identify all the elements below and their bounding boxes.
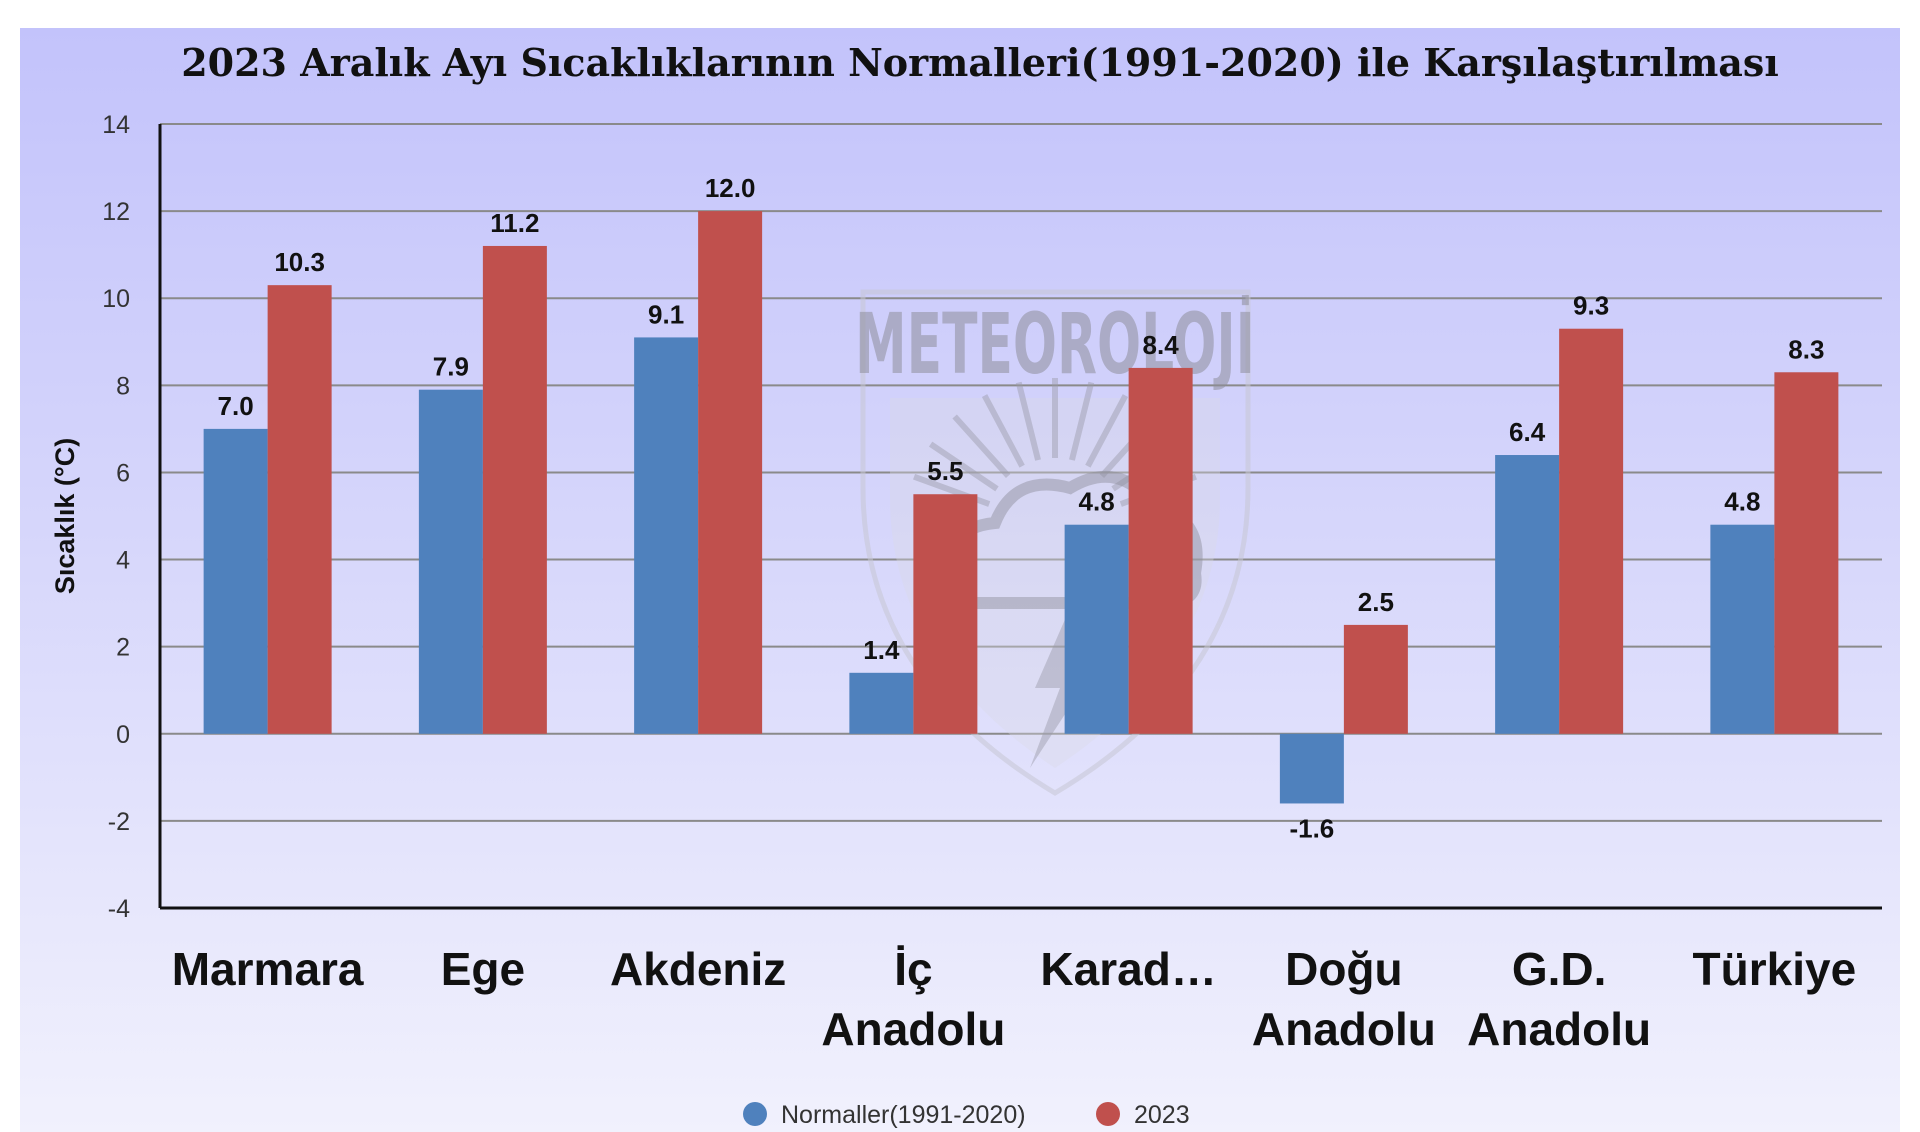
watermark-sun-ray — [1085, 394, 1129, 468]
legend-marker — [743, 1102, 767, 1126]
data-label: 4.8 — [1079, 487, 1115, 517]
chart: 2023 Aralık Ayı Sıcaklıklarının Normalle… — [50, 40, 1882, 1129]
data-label: 9.1 — [648, 299, 684, 329]
bar — [1064, 524, 1129, 734]
legend: Normaller(1991-2020) 2023 — [743, 1101, 1190, 1129]
data-label: 8.3 — [1788, 334, 1824, 364]
bar — [482, 245, 547, 734]
data-labels: 7.0 7.9 9.1 1.4 4.8 -1.6 6.4 4.8 10.3 11.2 12.0 5.5… — [218, 173, 1825, 843]
data-label: 12.0 — [705, 173, 756, 203]
y-tick-label: 0 — [116, 721, 130, 749]
watermark-sun-ray — [981, 394, 1025, 468]
y-tick-label: 8 — [116, 372, 130, 400]
y-tick-label: 4 — [116, 547, 130, 575]
x-category-label: Doğu Anadolu — [1252, 943, 1436, 1055]
bar — [849, 672, 914, 734]
bar — [1128, 367, 1193, 734]
watermark-sun-ray — [952, 414, 1011, 478]
y-tick-label: 2 — [116, 634, 130, 662]
y-tick-label: -2 — [108, 808, 130, 836]
x-category-label: İç Anadolu — [821, 943, 1005, 1055]
bar — [1343, 624, 1408, 734]
watermark-sun-ray — [928, 441, 999, 492]
bar — [1495, 455, 1560, 734]
watermark-text: METEOROLOJİ — [855, 295, 1255, 393]
bar — [267, 285, 332, 734]
data-label: 6.4 — [1509, 417, 1546, 447]
x-category-label: Ege — [441, 943, 525, 995]
watermark-lightning — [1030, 608, 1095, 768]
watermark-sun-ray — [1015, 381, 1041, 461]
axes — [158, 124, 1882, 910]
data-label: 8.4 — [1143, 330, 1180, 360]
y-tick-label: -4 — [108, 895, 130, 923]
bar — [1710, 524, 1775, 734]
y-tick-label: 14 — [102, 111, 130, 139]
y-tick-label: 12 — [102, 198, 130, 226]
chart-panel: 2023 Aralık Ayı Sıcaklıklarının Normalle… — [20, 28, 1900, 1132]
y-tick-label: 10 — [102, 285, 130, 313]
legend-label: 2023 — [1134, 1101, 1190, 1129]
y-tick-label: 6 — [116, 459, 130, 487]
data-label: 7.9 — [433, 352, 469, 382]
x-category-label: Marmara — [172, 943, 364, 995]
bar — [698, 211, 763, 734]
bar — [1774, 372, 1839, 734]
bar — [418, 389, 483, 734]
bar — [913, 494, 978, 734]
data-label: 9.3 — [1573, 291, 1609, 321]
data-label: -1.6 — [1289, 813, 1334, 843]
data-label: 7.0 — [218, 391, 254, 421]
watermark-shield — [860, 289, 1251, 796]
x-axis-categories: Marmara Ege Akdeniz İç Anadolu Karad… Doğu Anad… — [172, 943, 1856, 1055]
watermark-sun-ray — [1069, 381, 1095, 461]
data-label: 4.8 — [1724, 487, 1760, 517]
x-category-label: Türkiye — [1693, 943, 1857, 995]
x-category-label: Karad… — [1040, 943, 1216, 995]
bar — [634, 337, 699, 734]
y-axis-label: Sıcaklık (°C) — [50, 438, 80, 594]
data-label: 11.2 — [490, 208, 539, 238]
bars — [203, 211, 1839, 804]
legend-marker — [1096, 1102, 1120, 1126]
legend-label: Normaller(1991-2020) — [781, 1101, 1026, 1129]
chart-title: 2023 Aralık Ayı Sıcaklıklarının Normalle… — [181, 40, 1779, 85]
bar — [203, 428, 268, 734]
bar — [1559, 328, 1624, 734]
data-label: 5.5 — [927, 456, 963, 486]
data-label: 2.5 — [1358, 587, 1394, 617]
bar — [1279, 733, 1344, 804]
x-category-label: Akdeniz — [610, 943, 786, 995]
data-label: 10.3 — [274, 247, 325, 277]
x-category-label: G.D. Anadolu — [1467, 943, 1651, 1055]
data-label: 1.4 — [863, 635, 900, 665]
